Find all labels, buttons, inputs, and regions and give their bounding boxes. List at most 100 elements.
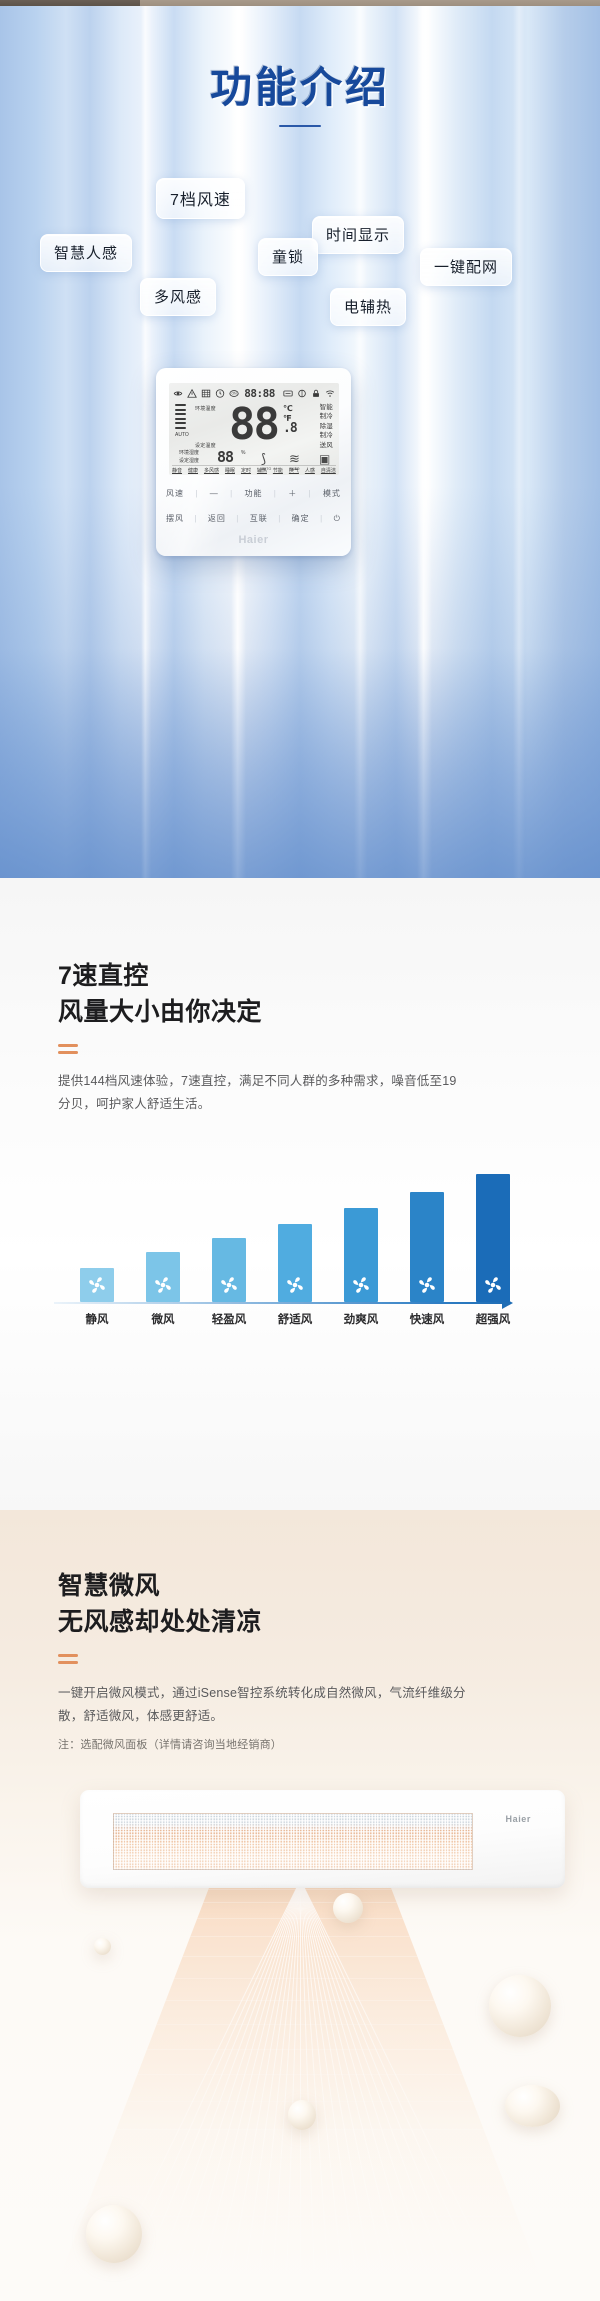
fan-icon xyxy=(287,1277,303,1293)
bar-label: 超强风 xyxy=(475,1314,511,1326)
button-back[interactable]: 返回 xyxy=(207,514,226,523)
hero-section: 功能介绍 7档风速 时间显示 智慧人感 童锁 一键配网 多风感 电辅热 xyxy=(0,6,600,878)
feature-tag-fan-speed[interactable]: 7档风速 xyxy=(156,178,245,219)
button-separator: | xyxy=(194,514,198,523)
lcd-units: ℃ ℉ .8 xyxy=(283,404,298,436)
button-function[interactable]: 功能 xyxy=(244,489,263,498)
airflow-ring xyxy=(47,1918,553,1919)
feature-tag-aux-heat[interactable]: 电辅热 xyxy=(330,288,407,326)
button-plus[interactable]: ＋ xyxy=(288,489,298,498)
button-fan-speed[interactable]: 风速 xyxy=(166,489,184,498)
airflow-radial-lines xyxy=(47,1880,553,2301)
bar-group: 超强风 xyxy=(476,1174,510,1326)
func-health: 健康 xyxy=(187,468,198,474)
bar-label: 轻盈风 xyxy=(211,1314,247,1326)
timer-clock-icon xyxy=(215,388,225,398)
lcd-ambient-temp-label: 环境温度 xyxy=(195,406,216,412)
top-strip-left xyxy=(0,0,140,6)
button-separator: | xyxy=(278,514,282,523)
feature-tag-human-sensing[interactable]: 智慧人感 xyxy=(40,234,133,272)
sec3-heading-block: 智慧微风 无风感却处处清凉 xyxy=(58,1568,262,1668)
mode-smart: 智能 xyxy=(319,404,333,411)
button-mode[interactable]: 模式 xyxy=(322,489,341,498)
bar-5 xyxy=(344,1208,378,1302)
sec3-accent-dash xyxy=(58,1654,78,1664)
mode-fan: 送风 xyxy=(319,441,333,449)
top-browser-strip xyxy=(0,0,600,6)
sec3-note: 注：选配微风面板（详情请咨询当地经销商） xyxy=(58,1739,282,1751)
chart-axis-arrow xyxy=(502,1297,513,1309)
eye-sensor-icon xyxy=(173,391,183,395)
svg-text:ON: ON xyxy=(232,391,238,395)
button-row-1: 风速 | — | 功能 | ＋ | 模式 xyxy=(166,488,341,499)
wifi-icon xyxy=(325,390,335,397)
unit-fahrenheit: ℉ xyxy=(283,414,292,423)
button-separator: | xyxy=(273,489,277,498)
lcd-set-temp-label: 设定温度 xyxy=(195,443,216,449)
fan-icon xyxy=(353,1277,369,1293)
micro-perforated-grille xyxy=(113,1813,473,1870)
bar-group: 静风 xyxy=(80,1268,114,1326)
lcd-display: ON 88:88 xyxy=(169,383,339,475)
airflow-ring xyxy=(47,2186,553,2187)
func-auxheat: 辅热 xyxy=(256,468,267,474)
horizontal-swing-auto: AUTO xyxy=(289,467,300,471)
filter-grid-icon xyxy=(201,389,211,397)
fan-icon xyxy=(485,1277,501,1293)
mode-heat: 制冷 xyxy=(319,432,333,440)
ac-unit-scene: Haier xyxy=(0,1780,600,2301)
airflow-ring xyxy=(47,2247,553,2248)
func-multibreeze: 多风感 xyxy=(203,468,219,474)
sec3-body-paragraph: 一键开启微风模式，通过iSense智控系统转化成自然微风，气流纤维级分散，舒适微… xyxy=(58,1686,466,1723)
airflow-line xyxy=(300,1880,301,2301)
top-strip-right xyxy=(140,0,600,6)
bar-4 xyxy=(278,1224,312,1302)
floating-orb xyxy=(489,1975,551,2037)
feature-tag-time-display[interactable]: 时间显示 xyxy=(312,216,405,254)
horizontal-swing-icon: ≋ AUTO xyxy=(289,451,300,471)
airflow-ring xyxy=(47,2049,553,2050)
sec3-body-text: 一键开启微风模式，通过iSense智控系统转化成自然微风，气流纤维级分散，舒适微… xyxy=(58,1682,478,1752)
page-title: 功能介绍 xyxy=(209,64,390,111)
func-eco: 节能 xyxy=(272,468,283,474)
lcd-temperature-value: 88 xyxy=(229,399,280,450)
bar-group: 舒适风 xyxy=(278,1224,312,1326)
func-humansense: 人感 xyxy=(304,468,315,474)
sec2-body-text: 提供144档风速体验，7速直控，满足不同人群的多种需求，噪音低至19分贝，呵护家… xyxy=(58,1074,457,1111)
feature-tag-multi-breeze[interactable]: 多风感 xyxy=(140,278,217,316)
bar-label: 微风 xyxy=(151,1314,175,1326)
bar-3 xyxy=(212,1238,246,1302)
func-quiet: 静音 xyxy=(172,468,183,474)
airflow-ring xyxy=(47,2000,553,2001)
humidity-value: 88 xyxy=(217,448,234,466)
func-sleep: 睡眠 xyxy=(224,468,235,474)
ambient-humidity-label: 环境湿度 xyxy=(179,450,200,456)
lcd-function-list: 静音 健康 多风感 睡眠 定时 辅热 节能 换气 人感 自清洁 xyxy=(172,465,336,474)
sec2-heading-line1: 7速直控 xyxy=(58,962,149,990)
power-icon[interactable]: ⏻ xyxy=(333,513,341,523)
fan-icon xyxy=(419,1277,435,1293)
humidity-percent-sign: % xyxy=(241,450,246,456)
self-clean-icon xyxy=(298,389,306,397)
bar-group: 微风 xyxy=(146,1252,180,1326)
button-separator: | xyxy=(236,514,240,523)
feature-tag-one-key-network[interactable]: 一键配网 xyxy=(420,248,513,286)
button-swing[interactable]: 摆风 xyxy=(166,514,184,523)
lcd-clock: 88:88 xyxy=(244,386,275,400)
child-lock-icon xyxy=(313,389,319,397)
temperature-decimal: .8 xyxy=(283,421,298,436)
lcd-mode-list: 智能 制冷 除湿 制冷 送风 xyxy=(320,403,333,450)
feature-tag-child-lock[interactable]: 童锁 xyxy=(258,238,319,276)
thermostat-panel[interactable]: ON 88:88 xyxy=(156,368,351,556)
button-minus[interactable]: — xyxy=(209,489,219,498)
sec2-heading-block: 7速直控 风量大小由你决定 xyxy=(58,958,262,1058)
vertical-swing-auto: AUTO xyxy=(261,467,272,471)
airflow-ring xyxy=(47,1956,553,1957)
button-confirm[interactable]: 确定 xyxy=(291,514,310,523)
bar-label: 劲爽风 xyxy=(343,1314,379,1326)
airflow-ring xyxy=(47,2157,553,2158)
airflow-ring xyxy=(47,1902,553,1903)
fan-level-bars: AUTO xyxy=(175,404,191,438)
chart-axis-line xyxy=(54,1302,506,1304)
button-interconnect[interactable]: 互联 xyxy=(249,514,268,523)
